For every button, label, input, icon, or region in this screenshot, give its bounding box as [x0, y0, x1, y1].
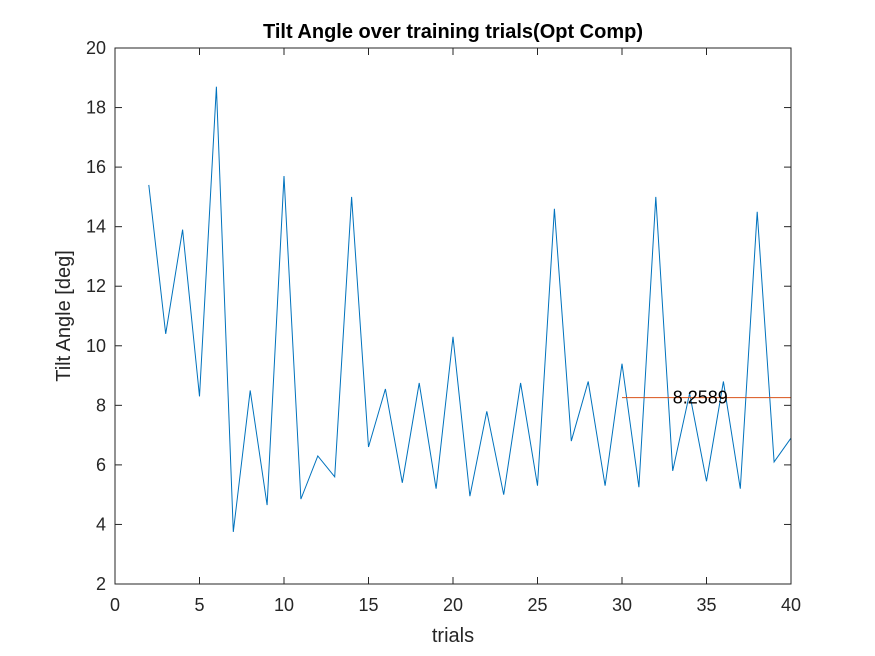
y-tick-label: 8 [96, 395, 106, 415]
x-tick-label: 30 [612, 595, 632, 615]
x-tick-label: 10 [274, 595, 294, 615]
y-tick-label: 14 [86, 217, 106, 237]
plot-area [115, 48, 791, 584]
x-tick-label: 15 [358, 595, 378, 615]
y-axis-label: Tilt Angle [deg] [53, 250, 75, 382]
x-tick-label: 40 [781, 595, 801, 615]
annotation-label-1: 8.2589 [673, 388, 728, 408]
y-tick-label: 12 [86, 276, 106, 296]
x-axis-label: trials [432, 625, 474, 647]
y-tick-label: 6 [96, 455, 106, 475]
series-layer [148, 86, 792, 532]
y-tick-label: 20 [86, 38, 106, 58]
y-tick-label: 2 [96, 574, 106, 594]
y-tick-label: 16 [86, 157, 106, 177]
y-axis-ticks: 2 4 6 8 10 12 14 16 18 20 [86, 38, 791, 594]
series-line-1 [148, 86, 792, 532]
x-axis-ticks: 0 5 10 15 20 25 30 35 40 [110, 48, 801, 615]
y-tick-label: 10 [86, 336, 106, 356]
y-tick-label: 18 [86, 98, 106, 118]
x-tick-label: 5 [194, 595, 204, 615]
y-tick-label: 4 [96, 514, 106, 534]
annotation-layer: 8.2589 [673, 388, 728, 408]
chart-title: Tilt Angle over training trials(Opt Comp… [263, 21, 643, 43]
x-tick-label: 35 [696, 595, 716, 615]
x-tick-label: 25 [527, 595, 547, 615]
x-tick-label: 0 [110, 595, 120, 615]
x-tick-label: 20 [443, 595, 463, 615]
